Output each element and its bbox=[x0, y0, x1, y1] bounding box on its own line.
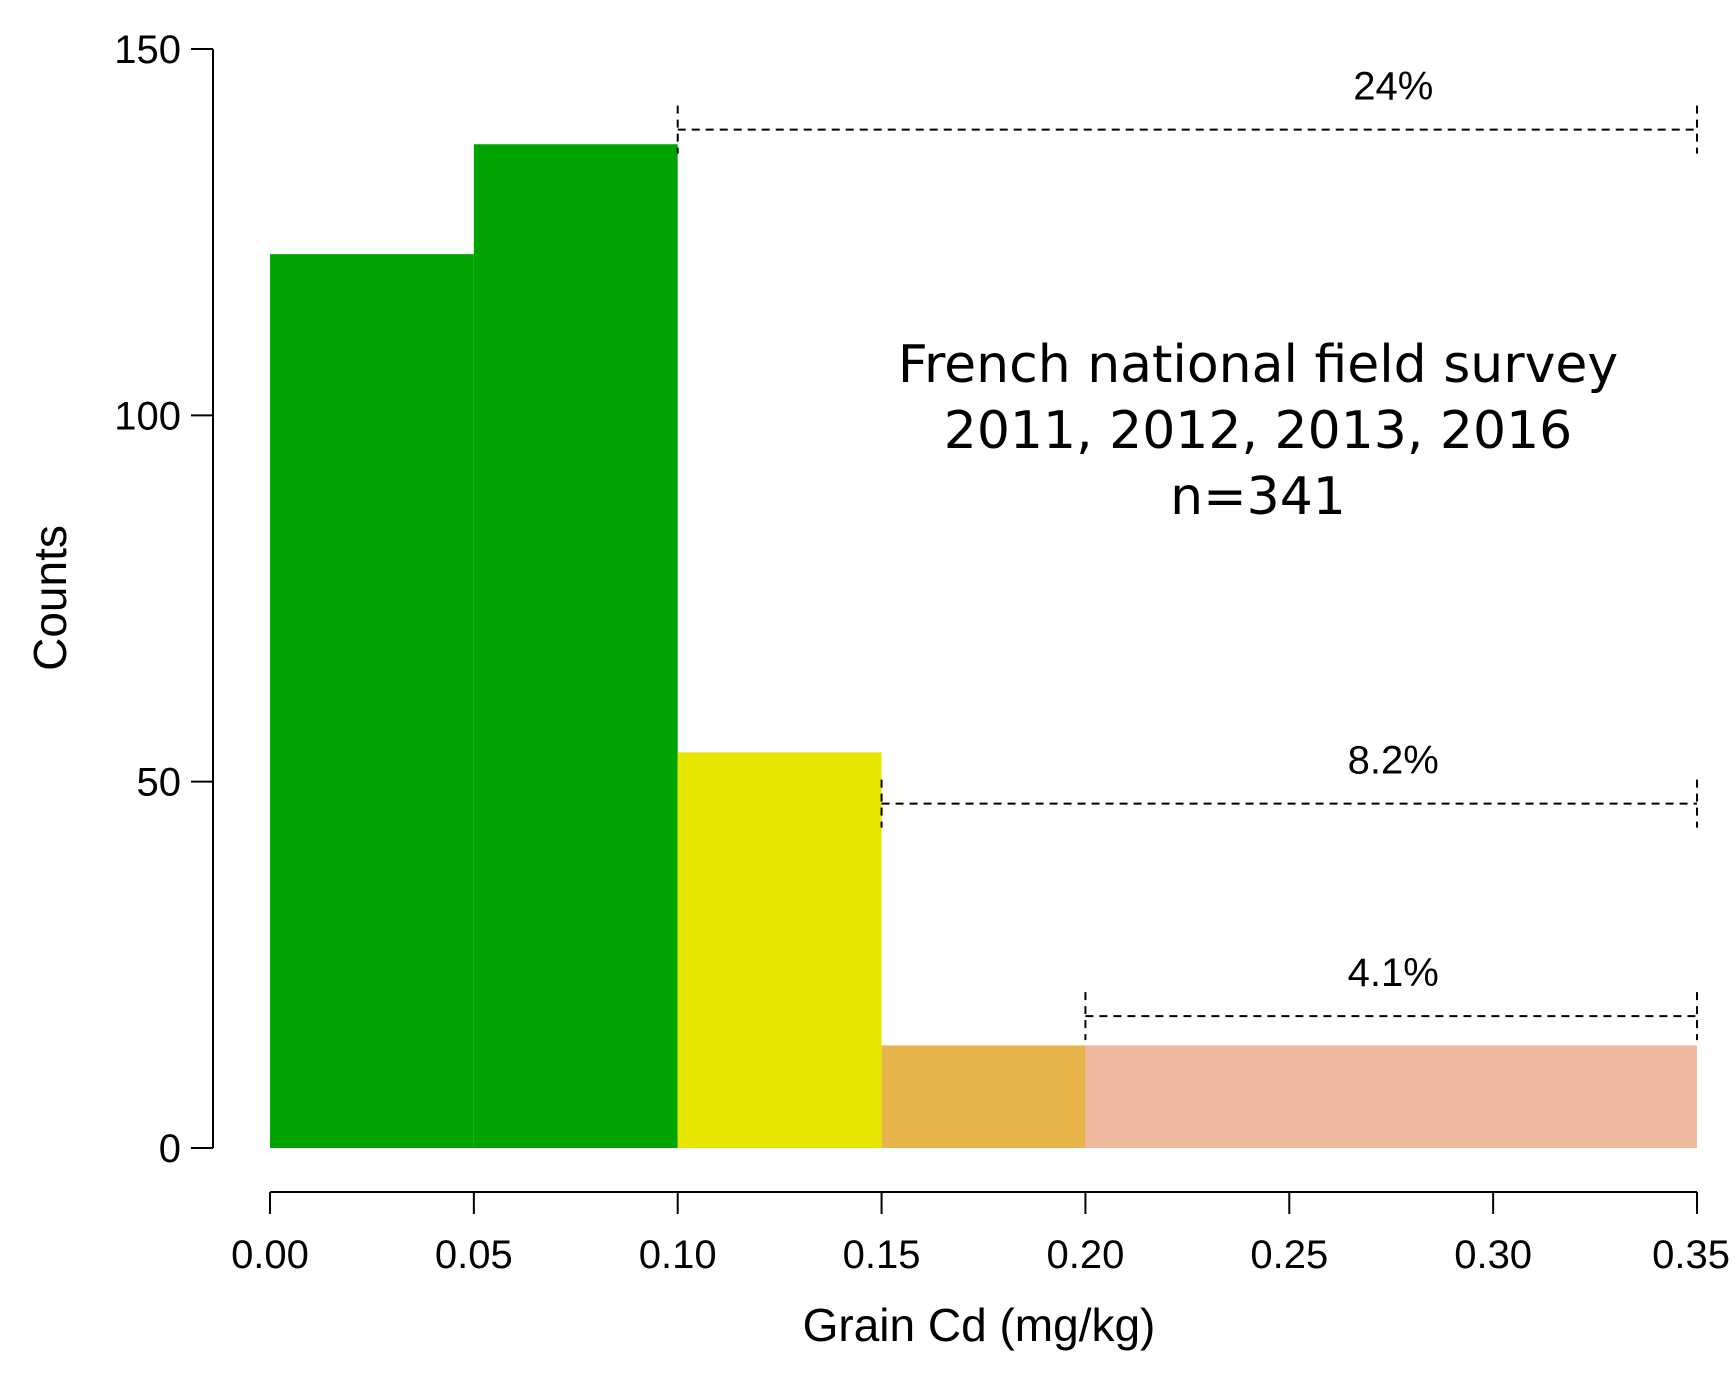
y-tick-label: 100 bbox=[114, 394, 181, 438]
histogram-bar-1 bbox=[473, 144, 678, 1148]
x-tick-label: 0.10 bbox=[639, 1233, 717, 1277]
bracket-percent-label: 4.1% bbox=[1348, 951, 1439, 995]
y-axis-ticks: 0 50 100 150 bbox=[114, 28, 213, 1171]
bars-layer bbox=[270, 144, 1697, 1148]
x-axis-title: Grain Cd (mg/kg) bbox=[803, 1299, 1156, 1351]
x-tick-label: 0.30 bbox=[1454, 1233, 1532, 1277]
x-tick-label: 0.05 bbox=[435, 1233, 513, 1277]
x-tick-label: 0.20 bbox=[1046, 1233, 1124, 1277]
annotation-line-2: 2011, 2012, 2013, 2016 bbox=[944, 401, 1573, 461]
x-tick-label: 0.00 bbox=[231, 1233, 309, 1277]
bracket-percent-label: 24% bbox=[1353, 65, 1433, 109]
percent-bracket-0: 24% bbox=[676, 65, 1698, 154]
percent-bracket-2: 4.1% bbox=[1084, 951, 1698, 1041]
annotation-line-3: n=341 bbox=[1170, 467, 1346, 527]
survey-annotation: French national field survey 2011, 2012,… bbox=[898, 335, 1618, 527]
histogram-bar-0 bbox=[270, 254, 474, 1148]
x-axis-ticks: 0.00 0.05 0.10 0.15 0.20 0.25 0.30 0.35 bbox=[231, 1192, 1730, 1277]
histogram-bar-3 bbox=[881, 1045, 1086, 1148]
percent-bracket-1: 8.2% bbox=[880, 739, 1698, 828]
bracket-percent-label: 8.2% bbox=[1348, 739, 1439, 783]
y-tick-label: 150 bbox=[114, 28, 181, 72]
brackets-layer: 24% 8.2% 4.1% bbox=[676, 65, 1698, 1041]
x-tick-label: 0.15 bbox=[843, 1233, 921, 1277]
annotation-line-1: French national field survey bbox=[898, 335, 1618, 395]
y-tick-label: 50 bbox=[137, 761, 182, 805]
x-tick-label: 0.25 bbox=[1250, 1233, 1328, 1277]
x-tick-label: 0.35 bbox=[1652, 1233, 1730, 1277]
histogram-bar-2 bbox=[677, 752, 882, 1148]
histogram-bar-4 bbox=[1085, 1045, 1697, 1148]
y-axis-title: Counts bbox=[24, 525, 76, 671]
y-tick-label: 0 bbox=[159, 1127, 181, 1171]
